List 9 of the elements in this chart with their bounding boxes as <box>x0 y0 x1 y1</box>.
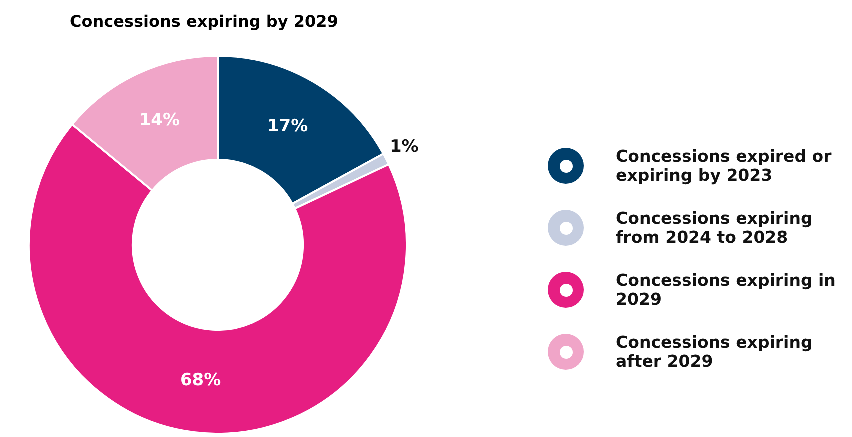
data-label: 68% <box>180 370 222 390</box>
data-label: 17% <box>267 116 308 136</box>
legend-label: Concessions expiring after 2029 <box>616 333 814 371</box>
data-label: 14% <box>139 110 180 130</box>
legend-label: Concessions expired or expiring by 2023 <box>616 147 833 185</box>
chart-title: Concessions expiring by 2029 <box>70 12 338 31</box>
data-label: 1% <box>390 136 419 157</box>
legend-label: Concessions expiring in 2029 <box>616 271 837 309</box>
legend-label: Concessions expiring from 2024 to 2028 <box>616 209 814 247</box>
